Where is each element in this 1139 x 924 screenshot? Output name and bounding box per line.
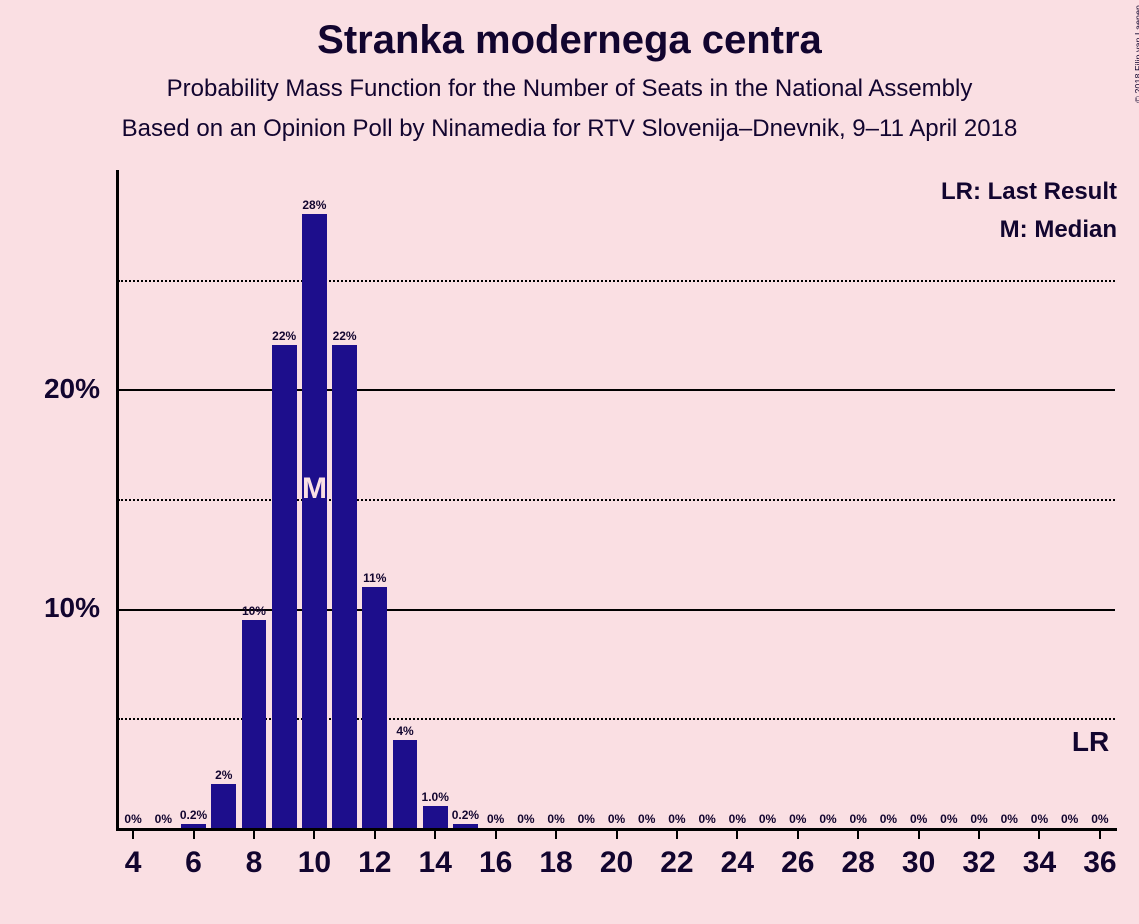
x-tick [434, 831, 436, 839]
x-tick-label: 26 [773, 846, 823, 880]
chart-subtitle: Probability Mass Function for the Number… [0, 75, 1139, 103]
x-tick [253, 831, 255, 839]
bar-value-label: 0.2% [174, 808, 214, 822]
x-tick-label: 30 [894, 846, 944, 880]
x-tick-label: 18 [531, 846, 581, 880]
bar [302, 214, 327, 828]
chart-basis: Based on an Opinion Poll by Ninamedia fo… [0, 115, 1139, 143]
x-tick-label: 34 [1014, 846, 1064, 880]
x-tick-label: 28 [833, 846, 883, 880]
gridline-minor [118, 499, 1115, 501]
gridline-major [118, 389, 1115, 391]
x-tick [193, 831, 195, 839]
x-tick-label: 14 [410, 846, 460, 880]
x-tick [374, 831, 376, 839]
x-tick [978, 831, 980, 839]
x-tick-label: 8 [229, 846, 279, 880]
gridline-minor [118, 280, 1115, 282]
bar [332, 345, 357, 828]
bar-value-label: 22% [325, 329, 365, 343]
x-tick [132, 831, 134, 839]
y-tick-label: 10% [0, 592, 100, 624]
x-tick [736, 831, 738, 839]
x-tick [1038, 831, 1040, 839]
bar [362, 587, 387, 828]
x-tick [616, 831, 618, 839]
bar [242, 620, 267, 828]
x-tick [1099, 831, 1101, 839]
x-tick-label: 36 [1075, 846, 1125, 880]
legend-line: LR: Last Result [941, 178, 1117, 206]
legend-line: M: Median [1000, 216, 1117, 244]
bar-value-label: 4% [385, 724, 425, 738]
bar [423, 806, 448, 828]
x-tick-label: 22 [652, 846, 702, 880]
x-tick-label: 6 [169, 846, 219, 880]
x-tick [857, 831, 859, 839]
bar-value-label: 11% [355, 571, 395, 585]
chart-container: © 2018 Filip van Laenen Stranka moderneg… [0, 0, 1139, 924]
bar-value-label: 2% [204, 768, 244, 782]
bar-value-label: 1.0% [415, 790, 455, 804]
bar-value-label: 0% [1080, 812, 1120, 826]
x-tick-label: 20 [592, 846, 642, 880]
x-tick [555, 831, 557, 839]
x-tick [676, 831, 678, 839]
y-tick-label: 20% [0, 373, 100, 405]
x-tick-label: 24 [712, 846, 762, 880]
last-result-marker: LR [1072, 726, 1109, 758]
x-tick [918, 831, 920, 839]
bar [393, 740, 418, 828]
median-marker: M [302, 472, 327, 506]
x-tick-label: 16 [471, 846, 521, 880]
bar [181, 824, 206, 828]
x-tick-label: 12 [350, 846, 400, 880]
bar [453, 824, 478, 828]
bar-value-label: 28% [294, 198, 334, 212]
chart-title: Stranka modernega centra [0, 18, 1139, 63]
x-tick-label: 32 [954, 846, 1004, 880]
bar-value-label: 10% [234, 604, 274, 618]
x-tick [495, 831, 497, 839]
x-tick-label: 4 [108, 846, 158, 880]
bar [272, 345, 297, 828]
x-tick [797, 831, 799, 839]
bar-value-label: 22% [264, 329, 304, 343]
gridline-minor [118, 718, 1115, 720]
bar [211, 784, 236, 828]
x-tick-label: 10 [289, 846, 339, 880]
x-tick [313, 831, 315, 839]
